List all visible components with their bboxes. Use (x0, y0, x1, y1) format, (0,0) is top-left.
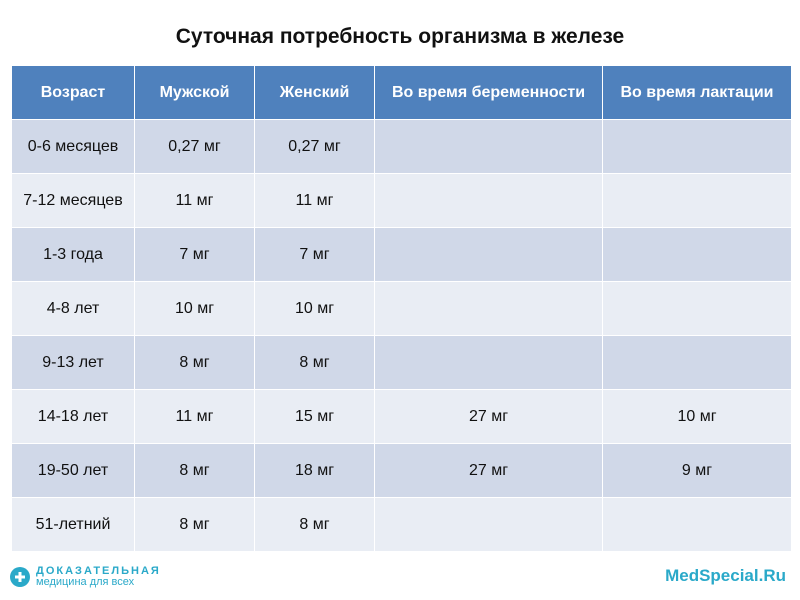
cell-pregnancy (374, 173, 603, 228)
table-row: 0-6 месяцев 0,27 мг 0,27 мг (11, 119, 792, 174)
logo-line2: медицина для всех (36, 576, 135, 588)
cell-female: 8 мг (254, 335, 375, 390)
cell-age: 51-летний (11, 497, 135, 552)
cell-male: 7 мг (134, 227, 255, 282)
site-link[interactable]: MedSpecial.Ru (665, 566, 786, 585)
cell-age: 1-3 года (11, 227, 135, 282)
cell-female: 11 мг (254, 173, 375, 228)
logo-line1: ДОКАЗАТЕЛЬНАЯ (36, 565, 161, 577)
cell-male: 11 мг (134, 389, 255, 444)
cell-age: 7-12 месяцев (11, 173, 135, 228)
table-row: 7-12 месяцев 11 мг 11 мг (11, 173, 792, 228)
cell-pregnancy (374, 119, 603, 174)
cell-lactation (602, 281, 792, 336)
medical-cross-icon (10, 567, 30, 587)
cell-age: 0-6 месяцев (11, 119, 135, 174)
cell-pregnancy (374, 281, 603, 336)
cell-male: 11 мг (134, 173, 255, 228)
cell-male: 10 мг (134, 281, 255, 336)
table-row: 9-13 лет 8 мг 8 мг (11, 335, 792, 390)
cell-lactation (602, 497, 792, 552)
table-row: 19-50 лет 8 мг 18 мг 27 мг 9 мг (11, 443, 792, 498)
cell-pregnancy (374, 335, 603, 390)
footer-logo[interactable]: ДОКАЗАТЕЛЬНАЯ медицина для всех (10, 564, 161, 590)
iron-requirements-table: Возраст Мужской Женский Во время беремен… (11, 65, 792, 552)
cell-pregnancy: 27 мг (374, 389, 603, 444)
cell-female: 18 мг (254, 443, 375, 498)
cell-male: 8 мг (134, 497, 255, 552)
cell-lactation (602, 119, 792, 174)
table-row: 1-3 года 7 мг 7 мг (11, 227, 792, 282)
header-female: Женский (254, 65, 375, 120)
cell-pregnancy: 27 мг (374, 443, 603, 498)
header-age: Возраст (11, 65, 135, 120)
cell-female: 15 мг (254, 389, 375, 444)
cell-age: 4-8 лет (11, 281, 135, 336)
table-row: 51-летний 8 мг 8 мг (11, 497, 792, 552)
cell-lactation: 9 мг (602, 443, 792, 498)
logo-text: ДОКАЗАТЕЛЬНАЯ медицина для всех (36, 566, 161, 588)
cell-lactation (602, 335, 792, 390)
cell-pregnancy (374, 497, 603, 552)
table-header-row: Возраст Мужской Женский Во время беремен… (11, 65, 792, 120)
cell-male: 0,27 мг (134, 119, 255, 174)
cell-female: 8 мг (254, 497, 375, 552)
header-pregnancy: Во время беременности (374, 65, 603, 120)
cell-lactation (602, 227, 792, 282)
table-row: 4-8 лет 10 мг 10 мг (11, 281, 792, 336)
cell-lactation: 10 мг (602, 389, 792, 444)
header-lactation: Во время лактации (602, 65, 792, 120)
cell-age: 9-13 лет (11, 335, 135, 390)
table-row: 14-18 лет 11 мг 15 мг 27 мг 10 мг (11, 389, 792, 444)
page-title: Суточная потребность организма в железе (175, 25, 625, 48)
cell-female: 0,27 мг (254, 119, 375, 174)
cell-age: 19-50 лет (11, 443, 135, 498)
cell-age: 14-18 лет (11, 389, 135, 444)
cell-lactation (602, 173, 792, 228)
cell-male: 8 мг (134, 443, 255, 498)
cell-male: 8 мг (134, 335, 255, 390)
cell-female: 10 мг (254, 281, 375, 336)
cell-female: 7 мг (254, 227, 375, 282)
cell-pregnancy (374, 227, 603, 282)
header-male: Мужской (134, 65, 255, 120)
